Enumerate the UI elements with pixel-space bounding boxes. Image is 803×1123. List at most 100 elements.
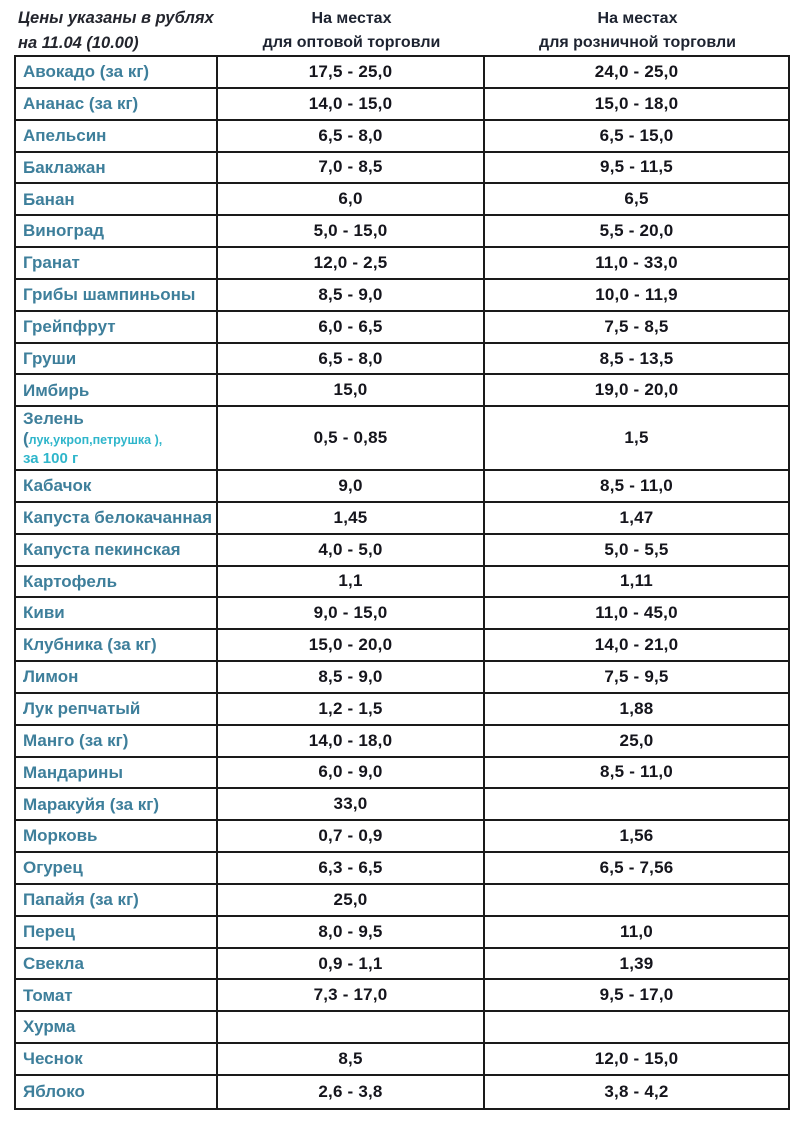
product-name: Банан [16, 184, 218, 215]
wholesale-price: 6,5 - 8,0 [218, 120, 485, 151]
product-name: Груши [16, 343, 218, 374]
product-name: Капуста белокачанная [16, 502, 218, 533]
retail-price: 1,39 [619, 953, 654, 973]
product-name: Свекла [16, 948, 218, 979]
product-name: Лук репчатый [16, 693, 218, 724]
table-row: Авокадо (за кг) 17,5 - 25,0 24,0 - 25,0 [16, 57, 788, 89]
retail-price: 25,0 [619, 730, 654, 750]
wholesale-price: 8,5 - 9,0 [218, 279, 485, 310]
table-row: Кабачок 9,0 8,5 - 11,0 [16, 470, 788, 503]
retail-price: 8,5 - 13,5 [599, 348, 674, 368]
product-name: Томат [16, 980, 218, 1011]
wholesale-price: 8,5 - 9,0 [218, 662, 485, 692]
product-name: Огурец [16, 853, 218, 883]
table-row: Апельсин 6,5 - 8,0 6,5 - 15,0 [16, 120, 788, 153]
product-name: Баклажан [16, 152, 218, 183]
table-header: Цены указаны в рублях на 11.04 (10.00) Н… [14, 6, 790, 56]
product-name: Манго (за кг) [16, 725, 218, 756]
wholesale-price: 0,7 - 0,9 [218, 821, 485, 852]
wholesale-price: 1,2 - 1,5 [218, 693, 485, 724]
retail-price: 5,5 - 20,0 [599, 221, 674, 241]
wholesale-price: 2,6 - 3,8 [218, 1076, 485, 1108]
retail-price: 10,0 - 11,9 [595, 284, 678, 304]
retail-header-line-1: На местах [597, 10, 678, 27]
wholesale-price: 12,0 - 2,5 [218, 248, 485, 278]
column-header-retail: На местах для розничной торговли [485, 6, 790, 56]
wholesale-price: 0,9 - 1,1 [218, 948, 485, 979]
retail-price: 5,0 - 5,5 [604, 539, 669, 559]
product-name: Авокадо (за кг) [16, 57, 218, 87]
wholesale-price: 17,5 - 25,0 [218, 57, 485, 87]
table-row: Гранат 12,0 - 2,5 11,0 - 33,0 [16, 248, 788, 280]
product-name-unit: за 100 г [23, 450, 79, 468]
table-row: Капуста пекинская 4,0 - 5,0 5,0 - 5,5 [16, 534, 788, 567]
table-row: Виноград 5,0 - 15,0 5,5 - 20,0 [16, 216, 788, 249]
retail-header-line-2: для розничной торговли [539, 34, 736, 51]
product-name: Хурма [16, 1012, 218, 1043]
retail-price: 14,0 - 21,0 [594, 635, 679, 655]
table-row: Клубника (за кг) 15,0 - 20,0 14,0 - 21,0 [16, 630, 788, 663]
retail-price: 7,5 - 8,5 [604, 316, 669, 336]
product-name: Киви [16, 598, 218, 629]
product-name: Гранат [16, 248, 218, 278]
retail-price: 7,5 - 9,5 [604, 666, 669, 686]
retail-price: 24,0 - 25,0 [594, 61, 679, 81]
product-name: Кабачок [16, 470, 218, 501]
table-row: Банан 6,0 6,5 [16, 184, 788, 217]
column-header-wholesale: На местах для оптовой торговли [218, 6, 485, 56]
product-name: Грибы шампиньоны [16, 279, 218, 310]
table-row: Морковь 0,7 - 0,9 1,56 [16, 821, 788, 854]
wholesale-price: 1,45 [218, 502, 485, 533]
retail-price: 6,5 - 15,0 [599, 125, 674, 145]
wholesale-price: 14,0 - 18,0 [218, 725, 485, 756]
table-row: Папайя (за кг) 25,0 [16, 884, 788, 917]
retail-price: 9,5 - 11,5 [600, 157, 673, 177]
product-name: Маракуйя (за кг) [16, 789, 218, 820]
table-row: Баклажан 7,0 - 8,5 9,5 - 11,5 [16, 152, 788, 185]
table-row: Хурма [16, 1012, 788, 1045]
retail-price: 1,56 [619, 826, 654, 846]
wholesale-price: 7,0 - 8,5 [218, 152, 485, 183]
wholesale-price: 9,0 - 15,0 [218, 598, 485, 629]
wholesale-price: 8,0 - 9,5 [218, 916, 485, 947]
price-table: Авокадо (за кг) 17,5 - 25,0 24,0 - 25,0 Ана… [14, 55, 790, 1110]
wholesale-price: 6,0 - 6,5 [218, 311, 485, 342]
table-row: Огурец 6,3 - 6,5 6,5 - 7,56 [16, 853, 788, 885]
table-row: Груши 6,5 - 8,0 8,5 - 13,5 [16, 343, 788, 376]
table-row: Грейпфрут 6,0 - 6,5 7,5 - 8,5 [16, 311, 788, 344]
retail-price: 6,5 [624, 189, 649, 209]
retail-price: 1,88 [619, 698, 654, 718]
product-name: Морковь [16, 821, 218, 852]
title-line-2: на 11.04 (10.00) [18, 33, 139, 52]
retail-price: 1,5 [624, 428, 649, 448]
product-name: Апельсин [16, 120, 218, 151]
wholesale-price: 0,5 - 0,85 [218, 407, 485, 469]
retail-price: 9,5 - 17,0 [599, 985, 674, 1005]
retail-price: 1,47 [619, 507, 654, 527]
table-row: Лук репчатый 1,2 - 1,5 1,88 [16, 693, 788, 726]
product-name: Грейпфрут [16, 311, 218, 342]
product-name: Зелень (лук,укроп,петрушка ), за 100 г [16, 407, 218, 469]
product-name: Мандарины [16, 757, 218, 788]
retail-price: 12,0 - 15,0 [594, 1049, 679, 1069]
retail-price: 6,5 - 7,56 [599, 858, 674, 878]
product-name: Имбирь [16, 375, 218, 406]
product-name: Чеснок [16, 1044, 218, 1074]
wholesale-price: 4,0 - 5,0 [218, 534, 485, 565]
retail-price: 15,0 - 18,0 [594, 93, 679, 113]
retail-price: 19,0 - 20,0 [594, 380, 679, 400]
table-row: Свекла 0,9 - 1,1 1,39 [16, 948, 788, 981]
wholesale-price: 6,0 - 9,0 [218, 757, 485, 788]
product-name: Виноград [16, 216, 218, 247]
wholesale-price [218, 1012, 485, 1043]
table-row: Чеснок 8,5 12,0 - 15,0 [16, 1044, 788, 1076]
wholesale-price: 6,3 - 6,5 [218, 853, 485, 883]
retail-price [485, 789, 788, 819]
wholesale-price: 8,5 [218, 1044, 485, 1074]
table-row: Грибы шампиньоны 8,5 - 9,0 10,0 - 11,9 [16, 279, 788, 312]
page-title: Цены указаны в рублях на 11.04 (10.00) [14, 6, 218, 56]
wholesale-price: 5,0 - 15,0 [218, 216, 485, 247]
product-name: Ананас (за кг) [16, 88, 218, 119]
retail-price: 1,11 [620, 571, 653, 591]
table-row: Манго (за кг) 14,0 - 18,0 25,0 [16, 725, 788, 758]
